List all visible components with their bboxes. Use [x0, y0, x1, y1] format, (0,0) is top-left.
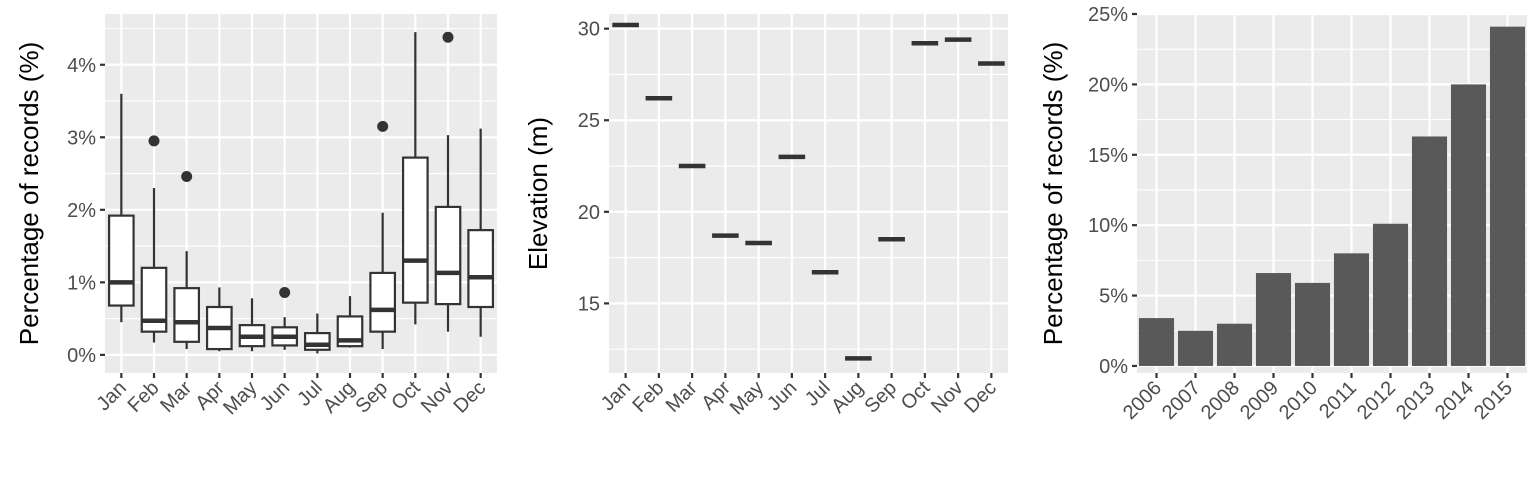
x-tick-label: Aug [319, 377, 360, 418]
x-tick-label: 2006 [1119, 377, 1166, 424]
bar [1411, 136, 1448, 366]
outlier-point [279, 286, 291, 298]
x-tick-label: May [219, 377, 261, 419]
outlier-point [148, 135, 160, 147]
x-tick-label: Apr [697, 377, 735, 415]
x-tick-label: 2009 [1236, 377, 1283, 424]
x-tick-label: Mar [156, 377, 196, 417]
x-tick-label: Feb [628, 377, 668, 417]
x-tick-label: 2007 [1158, 377, 1205, 424]
bar [1450, 84, 1487, 366]
bar [1294, 282, 1331, 366]
yearly-bar-panel: 0% 5% 10% 15% 20% 25% 200620072008200920102011… [1038, 4, 1527, 424]
outlier-point [442, 31, 454, 43]
y-tick-label: 15% [1088, 145, 1128, 167]
bar [1489, 26, 1526, 366]
x-tick-label: 2011 [1315, 377, 1361, 423]
x-tick-label: Sep [860, 377, 901, 418]
x-tick-label: 2014 [1431, 377, 1478, 424]
x-tick-label: May [726, 377, 768, 419]
bar [1138, 318, 1175, 366]
plot-background [105, 14, 497, 373]
x-tick-label: Dec [449, 377, 490, 418]
x-tick-label: Jan [93, 377, 131, 415]
box [303, 332, 331, 351]
bar [1372, 223, 1409, 366]
x-tick-label: 2008 [1197, 377, 1244, 424]
y-tick-label: 20 [578, 202, 600, 224]
y-axis-title: Percentage of records (%) [14, 42, 44, 345]
x-tick-label: Sep [351, 377, 392, 418]
x-tick-label: Jan [597, 377, 635, 415]
x-tick-label: 2013 [1392, 377, 1439, 424]
y-tick-label: 0% [1099, 356, 1128, 378]
y-tick-label: 20% [1088, 74, 1128, 96]
x-tick-label: Jun [763, 377, 801, 415]
x-tick-label: Oct [897, 377, 935, 415]
y-tick-label: 30 [578, 19, 600, 41]
bar [1216, 323, 1253, 366]
box [173, 287, 201, 343]
x-tick-label: 2015 [1470, 377, 1517, 424]
box [107, 214, 135, 307]
x-tick-label: Nov [927, 377, 968, 418]
plot-background [609, 14, 1008, 373]
y-tick-label: 1% [67, 272, 96, 294]
y-tick-label: 15 [578, 293, 600, 315]
box [467, 229, 495, 309]
x-tick-label: 2010 [1275, 377, 1322, 424]
y-axis-title: Elevation (m) [523, 117, 553, 270]
outlier-point [377, 120, 389, 132]
y-tick-label: 25 [578, 110, 600, 132]
bar [1255, 273, 1292, 366]
bar [1333, 253, 1370, 366]
x-tick-label: Nov [417, 377, 458, 418]
y-tick-label: 25% [1088, 4, 1128, 26]
y-tick-label: 3% [67, 127, 96, 149]
box [401, 156, 429, 304]
x-tick-label: Dec [960, 377, 1001, 418]
y-axis-title: Percentage of records (%) [1038, 42, 1068, 345]
y-tick-label: 2% [67, 200, 96, 222]
x-tick-label: Jun [256, 377, 294, 415]
box [434, 205, 462, 306]
outlier-point [181, 170, 193, 182]
x-tick-label: 2012 [1353, 377, 1400, 424]
x-tick-label: Aug [827, 377, 868, 418]
x-tick-label: Mar [662, 377, 702, 417]
y-tick-label: 0% [67, 345, 96, 367]
x-tick-label: Feb [124, 377, 164, 417]
y-tick-label: 4% [67, 55, 96, 77]
y-tick-label: 5% [1099, 286, 1128, 308]
box [369, 271, 397, 333]
y-tick-label: 10% [1088, 215, 1128, 237]
bar [1177, 330, 1214, 366]
x-tick-label: Oct [387, 377, 425, 415]
